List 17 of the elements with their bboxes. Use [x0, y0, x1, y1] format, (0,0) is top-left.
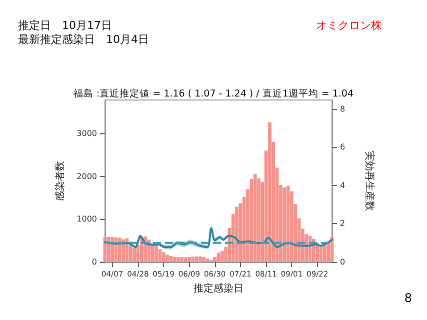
text: 8: [404, 291, 412, 305]
text: 推定日 10月17日: [18, 19, 112, 32]
y-tick-label: 0: [92, 258, 97, 266]
text: 最新推定感染日 10月4日: [18, 33, 149, 46]
text: オミクロン株: [316, 19, 382, 32]
y2-tick-label: 0: [340, 258, 346, 266]
y2-tick-label: 4: [340, 180, 346, 190]
y2-tick-label: 8: [340, 104, 346, 114]
y-tick-label: 2000: [76, 172, 97, 181]
y2-axis-title: 実効再生産数: [364, 151, 376, 211]
y2-tick-label: 6: [340, 142, 346, 152]
y-tick-label: 3000: [76, 128, 97, 138]
y-tick-label: 1000: [76, 214, 97, 224]
y2-tick-label: 2: [340, 219, 346, 228]
x-axis-title: 推定感染日: [194, 282, 244, 294]
chart-title: 福島 :直近推定値 = 1.16 ( 1.07 - 1.24 ) / 直近1週平均 = 1.04: [73, 88, 354, 100]
y-axis-title: 感染者数: [54, 161, 66, 201]
